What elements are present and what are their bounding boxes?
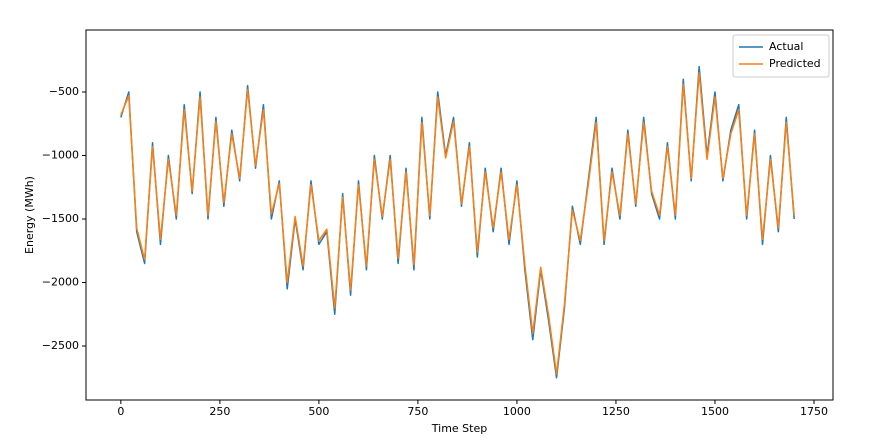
x-tick-label: 1250 (602, 405, 630, 418)
x-tick-label: 1750 (800, 405, 828, 418)
y-tick-label: −1000 (42, 148, 79, 161)
y-tick-label: −500 (49, 85, 79, 98)
y-axis-label: Energy (MWh) (23, 176, 36, 254)
x-tick-label: 1500 (701, 405, 729, 418)
legend-label: Actual (769, 40, 803, 53)
y-tick-label: −2000 (42, 276, 79, 289)
x-tick-label: 500 (308, 405, 329, 418)
legend-label: Predicted (769, 57, 821, 70)
y-tick-label: −2500 (42, 339, 79, 352)
legend-box (732, 34, 830, 78)
x-tick-label: 750 (407, 405, 428, 418)
x-tick-label: 250 (209, 405, 230, 418)
line-series (120, 72, 795, 375)
y-tick-label: −1500 (42, 212, 79, 225)
line-series (120, 65, 795, 379)
x-tick-label: 0 (117, 405, 124, 418)
x-axis-label: Time Step (431, 422, 487, 435)
x-tick-label: 1000 (503, 405, 531, 418)
plot-frame (85, 29, 834, 401)
